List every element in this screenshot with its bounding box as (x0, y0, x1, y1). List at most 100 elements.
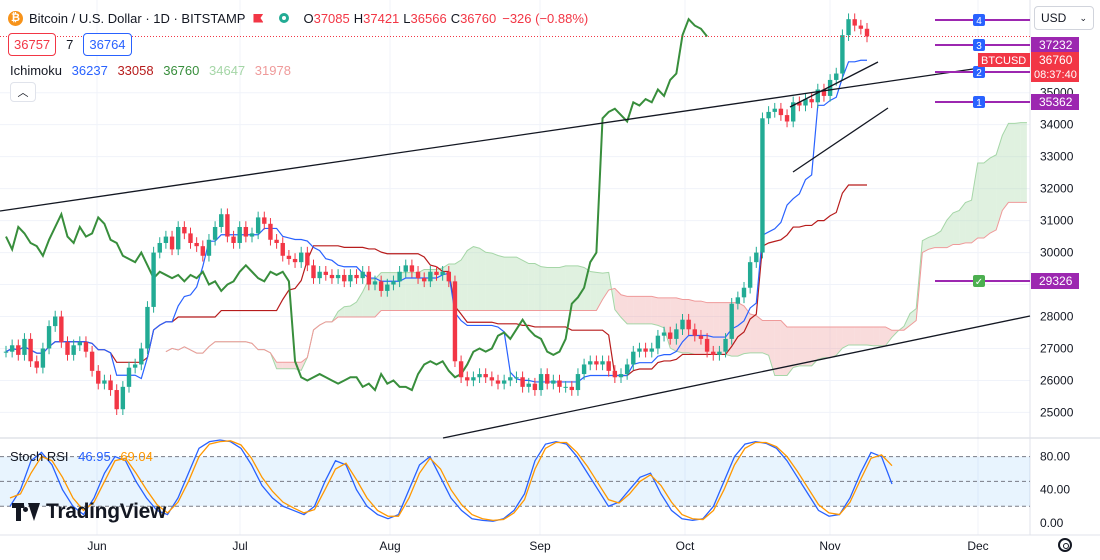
candle (385, 284, 390, 291)
buy-button[interactable]: 36764 (83, 33, 132, 56)
candle (526, 383, 531, 387)
low-label: L (403, 10, 411, 26)
candle (139, 348, 144, 365)
candle (46, 326, 52, 349)
candle (255, 217, 261, 234)
cloud-segment (399, 272, 406, 311)
cloud-segment (338, 306, 345, 318)
cloud-segment (830, 326, 837, 358)
candle (532, 383, 538, 391)
cloud-segment (614, 288, 621, 318)
candle (225, 214, 230, 237)
sell-button[interactable]: 36757 (8, 33, 57, 56)
level-marker-number: 3 (976, 41, 982, 52)
cloud-segment (854, 326, 861, 345)
cloud-segment (485, 252, 492, 311)
candle (668, 332, 673, 339)
cloud-segment (768, 320, 775, 376)
high-value: 37421 (363, 10, 400, 26)
candle (446, 271, 451, 282)
level-price-tag (1031, 37, 1079, 53)
cloud-segment (368, 279, 375, 318)
candle (305, 252, 310, 266)
cloud-segment (762, 320, 769, 356)
candle (169, 236, 175, 250)
candle (108, 380, 113, 391)
candle (477, 374, 482, 378)
candle (249, 233, 255, 237)
x-tick-label: Dec (967, 539, 988, 553)
candle (274, 239, 279, 243)
candle (791, 102, 796, 122)
settings-gear-icon[interactable] (1058, 538, 1072, 552)
candle (846, 19, 851, 36)
cloud-segment (836, 326, 843, 356)
bitcoin-icon: ₿ (8, 10, 23, 26)
candle (747, 262, 753, 288)
candle (335, 274, 341, 279)
candle (545, 374, 550, 384)
flag-icon[interactable] (253, 13, 264, 23)
candle (784, 115, 790, 122)
candle (772, 108, 777, 112)
cloud-segment (510, 257, 517, 311)
symbol-title[interactable]: Bitcoin / U.S. Dollar · 1D · BITSTAMP (29, 10, 246, 26)
ichimoku-legend[interactable]: Ichimoku 36237 33058 36760 34647 31978 (10, 63, 297, 78)
cloud-segment (848, 326, 855, 345)
cloud-segment (633, 296, 640, 324)
candle (317, 271, 322, 279)
level-marker-badge (973, 96, 985, 108)
cloud-segment (528, 263, 535, 311)
tradingview-logo[interactable]: TradingView (12, 500, 166, 524)
candle (471, 377, 476, 381)
cloud-segment (405, 272, 412, 311)
trendline-upper (0, 67, 981, 212)
candle (458, 361, 464, 378)
candle (827, 79, 833, 96)
cloud-segment (565, 265, 572, 311)
candle (422, 278, 427, 282)
candle (219, 214, 224, 227)
stoch-rsi-legend[interactable]: Stoch RSI 46.95 69.04 (10, 449, 159, 464)
candle (563, 386, 568, 388)
open-label: O (303, 10, 314, 26)
countdown-label: 08:37:40 (1034, 69, 1077, 81)
candle (858, 25, 864, 29)
candle (729, 303, 734, 339)
candle (16, 345, 21, 355)
currency-value: USD (1041, 11, 1067, 25)
candle (372, 281, 378, 285)
currency-select[interactable]: USD ⌄ (1034, 6, 1094, 30)
cloud-segment (602, 272, 609, 300)
cloud-segment (344, 305, 351, 318)
close-value: 36760 (460, 10, 497, 26)
candle (231, 236, 236, 243)
candle (600, 361, 605, 365)
cloud-segment (953, 210, 960, 245)
candle (83, 342, 89, 352)
candle (415, 271, 421, 279)
open-value: 37085 (313, 10, 350, 26)
candle (803, 99, 808, 106)
cloud-segment (387, 272, 394, 311)
candle (680, 319, 685, 330)
cloud-segment (996, 135, 1003, 230)
chevron-up-icon: ︿ (17, 87, 29, 99)
level-marker-badge (973, 66, 985, 78)
candle (182, 226, 187, 234)
candle (624, 364, 630, 375)
cloud-segment (867, 326, 874, 346)
candle (200, 246, 205, 256)
low-value: 36566 (410, 10, 447, 26)
cloud-segment (657, 297, 665, 328)
candle (360, 271, 365, 279)
cloud-segment (590, 271, 597, 311)
candle (157, 242, 162, 253)
y-tick-label: 28000 (1040, 310, 1074, 324)
candle (262, 217, 267, 224)
candle (704, 338, 710, 352)
candle (280, 242, 285, 256)
collapse-legend-button[interactable]: ︿ (10, 82, 36, 102)
candle (735, 297, 741, 304)
